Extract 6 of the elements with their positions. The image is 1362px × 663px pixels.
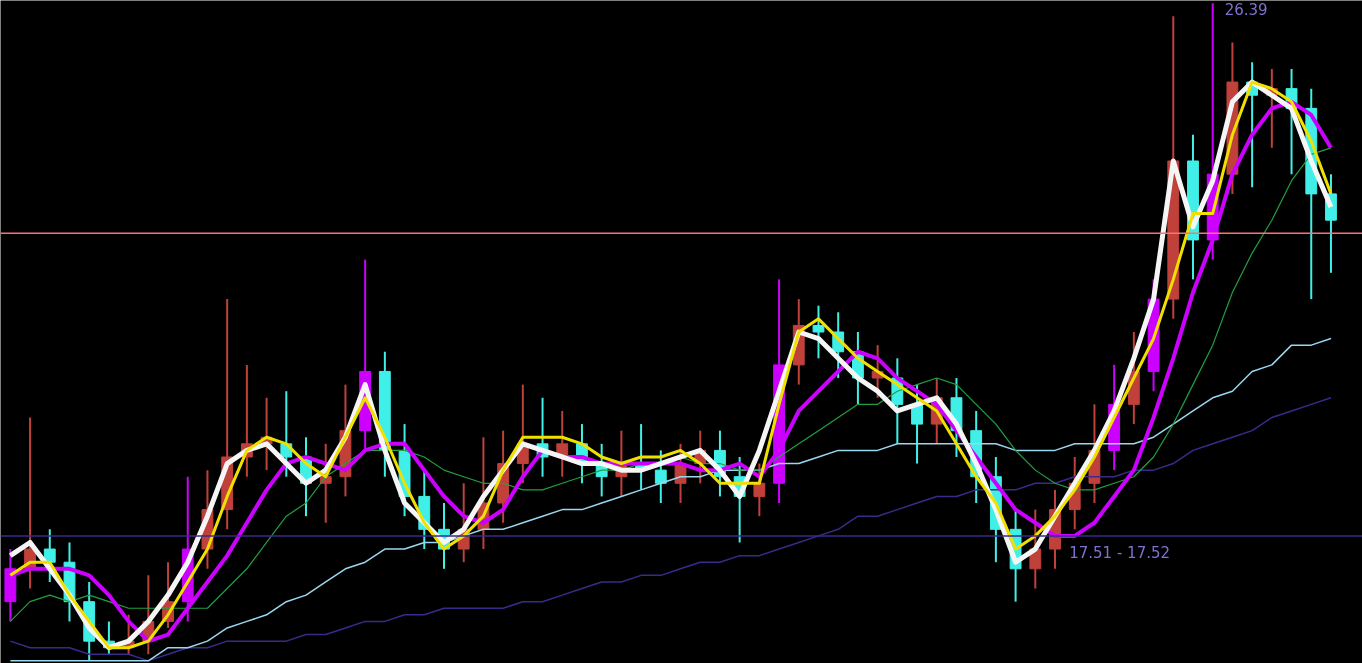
candlestick (753, 462, 766, 518)
annotation: 26.39 (1224, 1, 1268, 20)
annotation: 17.51 - 17.52 (1069, 543, 1171, 562)
candlestick (319, 442, 332, 524)
candlestick (654, 449, 667, 505)
candlestick (812, 304, 825, 360)
